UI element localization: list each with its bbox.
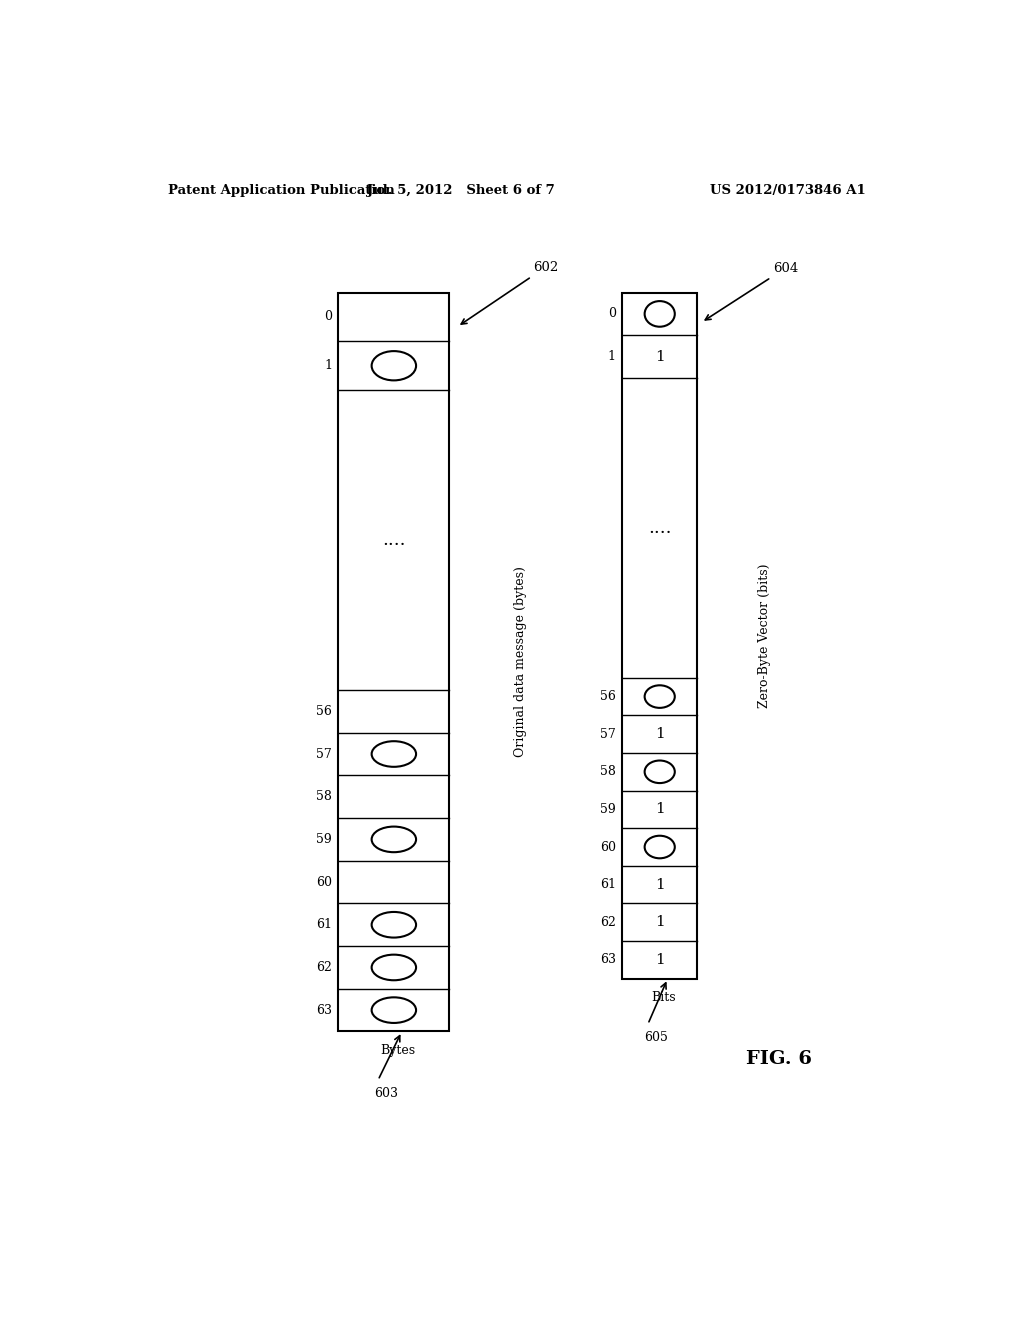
Text: ....: .... xyxy=(648,519,672,537)
Text: 58: 58 xyxy=(316,791,332,803)
Ellipse shape xyxy=(645,685,675,708)
Text: 604: 604 xyxy=(706,261,798,319)
Ellipse shape xyxy=(372,351,416,380)
Text: 1: 1 xyxy=(654,803,665,816)
Text: US 2012/0173846 A1: US 2012/0173846 A1 xyxy=(711,183,866,197)
Text: 62: 62 xyxy=(600,916,615,929)
Ellipse shape xyxy=(372,998,416,1023)
Text: 603: 603 xyxy=(374,1088,398,1101)
Text: 1: 1 xyxy=(654,915,665,929)
Text: 59: 59 xyxy=(600,803,615,816)
Bar xyxy=(338,293,450,1031)
Text: 1: 1 xyxy=(654,878,665,891)
Text: Zero-Byte Vector (bits): Zero-Byte Vector (bits) xyxy=(759,564,771,708)
Text: 1: 1 xyxy=(607,350,615,363)
Text: 602: 602 xyxy=(461,261,558,325)
Text: 57: 57 xyxy=(316,747,332,760)
Text: 60: 60 xyxy=(316,875,332,888)
Text: 1: 1 xyxy=(654,727,665,742)
Text: Bits: Bits xyxy=(651,991,676,1003)
Text: 59: 59 xyxy=(316,833,332,846)
Ellipse shape xyxy=(645,836,675,858)
Text: 62: 62 xyxy=(316,961,332,974)
Ellipse shape xyxy=(372,742,416,767)
Text: Original data message (bytes): Original data message (bytes) xyxy=(514,566,527,758)
Text: 58: 58 xyxy=(600,766,615,779)
Text: 56: 56 xyxy=(600,690,615,704)
Text: 1: 1 xyxy=(324,359,332,372)
Text: 0: 0 xyxy=(324,310,332,323)
Text: 63: 63 xyxy=(316,1003,332,1016)
Text: Bytes: Bytes xyxy=(380,1044,416,1057)
Text: Patent Application Publication: Patent Application Publication xyxy=(168,183,394,197)
Text: 0: 0 xyxy=(607,308,615,321)
Text: 61: 61 xyxy=(600,878,615,891)
Ellipse shape xyxy=(645,301,675,327)
Bar xyxy=(622,293,697,978)
Text: 61: 61 xyxy=(316,919,332,932)
Ellipse shape xyxy=(372,954,416,981)
Text: 57: 57 xyxy=(600,727,615,741)
Text: 1: 1 xyxy=(654,953,665,966)
Ellipse shape xyxy=(372,912,416,937)
Text: 60: 60 xyxy=(600,841,615,854)
Text: FIG. 6: FIG. 6 xyxy=(745,1049,812,1068)
Text: ....: .... xyxy=(382,531,406,549)
Ellipse shape xyxy=(645,760,675,783)
Text: Jul. 5, 2012   Sheet 6 of 7: Jul. 5, 2012 Sheet 6 of 7 xyxy=(368,183,555,197)
Text: 63: 63 xyxy=(600,953,615,966)
Text: 1: 1 xyxy=(654,350,665,363)
Text: 56: 56 xyxy=(316,705,332,718)
Text: 605: 605 xyxy=(644,1031,668,1044)
Ellipse shape xyxy=(372,826,416,853)
